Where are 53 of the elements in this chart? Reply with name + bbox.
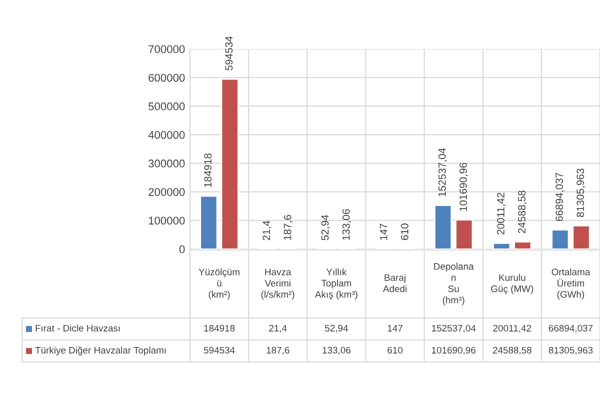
bar	[551, 229, 569, 249]
y-tick-label: 400000	[148, 130, 185, 139]
data-label: 52,94	[324, 324, 348, 333]
x-tick-label: Yüzölçüm ü (km²)	[198, 268, 240, 300]
data-label: 610	[388, 346, 403, 354]
data-label: 24588,58	[492, 346, 532, 355]
text: 66894,037	[556, 172, 564, 222]
text: 24588,58	[518, 190, 527, 234]
text: 21,4	[262, 220, 272, 240]
data-label: 66894,037	[548, 324, 593, 333]
bar	[572, 225, 590, 249]
x-tick-label: Havza Verimi (l/s/km²)	[261, 268, 294, 300]
y-tick-label: 100000	[148, 216, 185, 225]
data-label: 147	[388, 324, 402, 332]
text: 101690,96	[460, 162, 468, 211]
text: 610	[400, 224, 408, 240]
x-tick-label: Baraj Adedi	[382, 274, 406, 292]
data-label: 187,6	[266, 346, 290, 355]
x-tick-label: Kurulu Güç (MW)	[491, 274, 534, 294]
bar	[455, 219, 473, 249]
y-tick-label: 500000	[148, 102, 185, 110]
data-label: 184918	[204, 324, 235, 332]
data-label: 594534	[204, 346, 235, 354]
x-tick-label: Depolana n Su (hm³)	[434, 262, 474, 306]
legend-label: Fırat - Dicle Havzası	[36, 324, 120, 332]
y-tick-label: 300000	[148, 160, 185, 168]
x-tick-label: Ortalama Üretim (GWh)	[552, 268, 590, 300]
text: 184918	[204, 154, 212, 188]
bar	[200, 196, 218, 249]
bar	[492, 242, 510, 249]
x-tick-label: Yıllık Toplam Akış (km³)	[314, 268, 358, 300]
text: 152537,04	[438, 148, 448, 196]
text: 187,6	[284, 215, 292, 240]
text: 594534	[225, 36, 233, 70]
data-label: 21,4	[269, 324, 287, 333]
y-tick-label: 700000	[148, 45, 185, 54]
y-tick-label: 200000	[148, 188, 185, 196]
bar	[221, 78, 239, 249]
bar	[434, 204, 452, 249]
data-label: 152537,04	[432, 324, 476, 333]
text: 147	[380, 224, 388, 240]
data-label: 101690,96	[432, 346, 476, 355]
bar	[514, 241, 532, 249]
legend-label: Türkiye Diğer Havzalar Toplamı	[35, 346, 166, 356]
text: 52,94	[321, 214, 330, 240]
y-tick-label: 600000	[148, 74, 185, 82]
data-label: 81305,963	[548, 346, 593, 355]
text: 133,06	[342, 209, 351, 240]
data-label: 20011,42	[493, 324, 532, 333]
y-tick-label: 0	[179, 245, 185, 254]
data-label: 133,06	[322, 346, 350, 355]
text: 81305,963	[576, 168, 586, 217]
text: 20011,42	[497, 192, 506, 234]
